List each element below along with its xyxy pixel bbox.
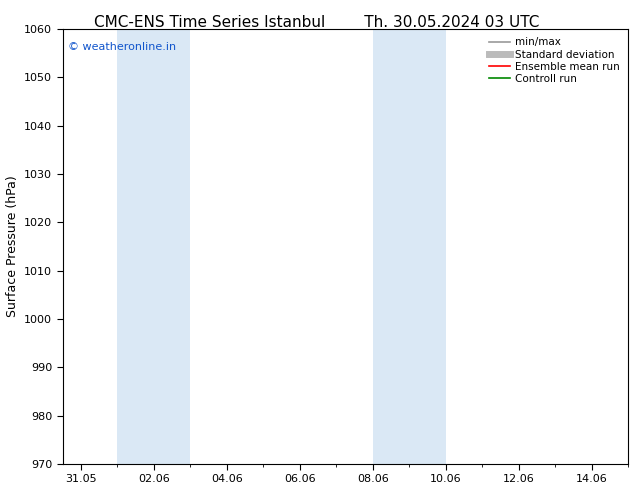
Legend: min/max, Standard deviation, Ensemble mean run, Controll run: min/max, Standard deviation, Ensemble me… (486, 34, 623, 87)
Y-axis label: Surface Pressure (hPa): Surface Pressure (hPa) (6, 176, 18, 318)
Text: CMC-ENS Time Series Istanbul        Th. 30.05.2024 03 UTC: CMC-ENS Time Series Istanbul Th. 30.05.2… (94, 15, 540, 30)
Bar (373, 29, 446, 464)
Text: © weatheronline.in: © weatheronline.in (68, 42, 176, 52)
Bar (117, 29, 190, 464)
